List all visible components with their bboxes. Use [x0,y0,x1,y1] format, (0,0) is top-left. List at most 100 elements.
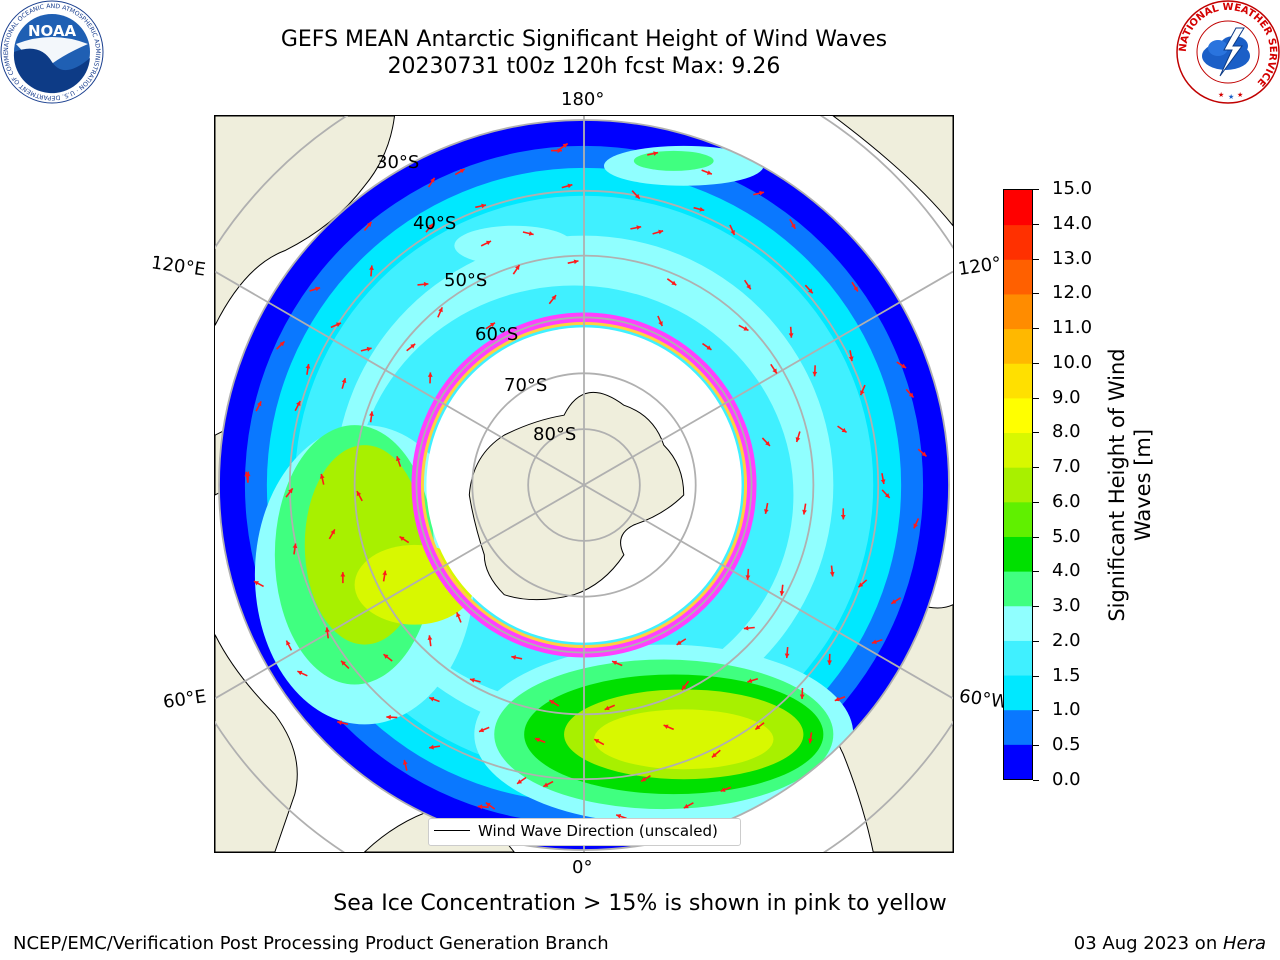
colorbar-segment [1004,536,1032,572]
svg-text:★: ★ [1218,91,1224,99]
wave-direction-arrow [475,203,487,209]
wave-direction-arrow [399,535,410,544]
noaa-logo: NATIONAL OCEANIC AND ATMOSPHERIC ADMINIS… [0,0,104,104]
wave-direction-arrow [652,229,664,235]
wave-direction-arrow [693,206,705,212]
wave-direction-arrow [666,278,677,286]
wave-direction-arrow [341,377,347,389]
colorbar-tick-label: 11.0 [1052,317,1093,339]
colorbar-tick-label: 0.0 [1052,769,1081,790]
wave-direction-arrow [427,372,433,384]
lat-label-30s: 30°S [376,152,420,173]
colorbar-tick-label: 0.5 [1052,734,1081,756]
wave-direction-arrow [753,190,765,196]
colorbar-segment [1004,328,1032,364]
wave-direction-arrow [745,568,751,580]
colorbar-segment [1004,675,1032,711]
wave-direction-arrow [386,714,398,720]
colorbar-tick-label: 7.0 [1052,456,1081,478]
colorbar-tick-mark [1033,710,1039,712]
wave-direction-arrow [428,696,440,703]
wave-direction-arrow [647,151,659,156]
nws-logo: NATIONAL WEATHER SERVICE ★ ★ ★ [1176,0,1280,104]
lon-label-180: 180° [561,89,605,110]
colorbar-tick-mark [1033,745,1039,747]
colorbar-tick-mark [1033,293,1039,295]
wave-direction-arrow [292,543,298,555]
colorbar-tick-label: 14.0 [1052,212,1093,234]
legend-label: Wind Wave Direction (unscaled) [478,822,718,840]
antarctica [468,391,685,601]
wave-direction-arrow [795,431,801,443]
wave-direction-arrow [429,744,441,750]
wave-direction-arrow [848,350,854,362]
wave-direction-arrow [309,286,321,292]
wave-direction-arrow [325,627,330,639]
footer-credit: NCEP/EMC/Verification Post Processing Pr… [13,933,609,954]
colorbar-tick-label: 12.0 [1052,282,1093,304]
wave-direction-arrow [319,473,325,485]
wave-direction-arrow [837,425,848,434]
wave-direction-arrow [720,786,732,792]
wave-direction-arrow [747,677,759,683]
wave-direction-arrow [469,677,481,683]
colorbar-tick-mark [1033,606,1039,608]
colorbar-tick-mark [1033,223,1039,225]
wave-direction-arrow [396,455,402,467]
wave-direction-arrow [593,738,605,746]
wave-direction-arrow [337,720,349,726]
page-subtitle: 20230731 t00z 120h fcst Max: 9.26 [387,54,781,79]
colorbar-tick-label: 4.0 [1052,560,1081,582]
colorbar-tick-label: 6.0 [1052,490,1081,512]
wave-direction-arrow [880,473,886,485]
colorbar-segment [1004,709,1032,745]
wave-direction-arrow [340,572,346,584]
wave-direction-arrow [729,224,736,236]
svg-text:★: ★ [1228,93,1234,101]
wave-direction-arrow [676,638,687,646]
wave-direction-arrow [604,704,616,711]
colorbar-segment [1004,259,1032,295]
colorbar-tick-mark [1033,467,1039,469]
wave-direction-arrows [244,142,927,824]
wave-direction-arrow [663,724,675,731]
colorbar-segment [1004,744,1032,779]
svg-text:★: ★ [1237,91,1243,99]
wave-direction-arrow [558,142,569,151]
legend-line-sample [434,830,470,831]
colorbar-tick-mark [1033,675,1039,677]
wave-direction-arrow [512,264,521,275]
colorbar-tick-label: 1.0 [1052,699,1081,721]
noaa-logo-text: NOAA [28,22,77,40]
wave-direction-arrow [285,640,293,651]
colorbar-segment [1004,432,1032,468]
colorbar-segment [1004,363,1032,399]
wave-direction-arrow [851,281,859,292]
wave-direction-arrow [763,502,769,514]
wave-direction-arrow [561,183,573,189]
wave-direction-arrow [788,326,794,338]
colorbar-segment [1004,293,1032,330]
lat-label-40s: 40°S [413,213,457,234]
colorbar-tick-mark [1033,501,1039,503]
wave-direction-arrow [516,776,527,785]
wave-direction-arrow [369,265,374,277]
colorbar-tick-mark [1033,258,1039,260]
page-title: GEFS MEAN Antarctic Significant Height o… [280,27,888,52]
colorbar-segment [1004,397,1032,434]
wave-direction-arrow [567,259,579,265]
wave-direction-arrow [382,570,388,582]
wave-direction-arrow [827,653,832,665]
wave-direction-arrow [770,363,778,374]
wave-direction-arrow [857,579,868,588]
wave-direction-arrow [328,528,336,540]
wave-direction-arrow [802,503,807,515]
wave-direction-arrow [896,361,907,369]
wave-direction-arrow [522,231,534,236]
wave-direction-arrow [743,625,755,631]
lat-label-80s: 80°S [533,424,577,445]
wave-direction-arrow [711,749,721,758]
wave-direction-arrow [871,639,883,645]
lat-label-60s: 60°S [475,324,519,345]
wave-direction-arrow [369,411,374,423]
